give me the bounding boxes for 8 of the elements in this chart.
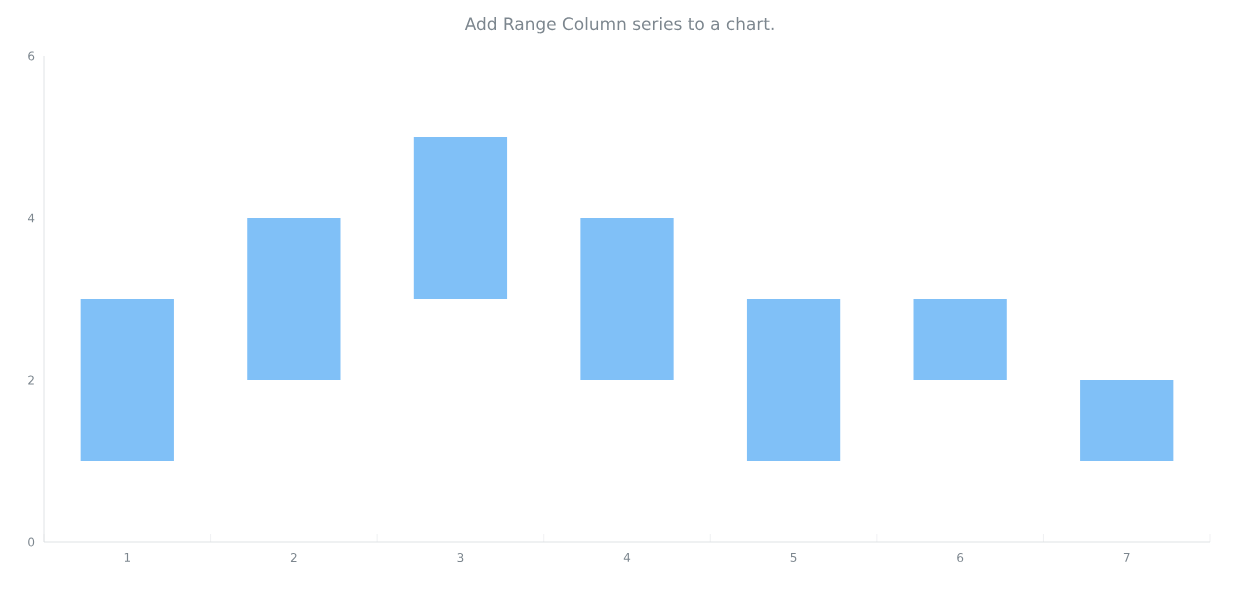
bar: [1080, 380, 1174, 461]
chart-title: Add Range Column series to a chart.: [464, 17, 774, 34]
bar: [580, 218, 674, 380]
bar: [913, 299, 1007, 380]
bar: [247, 218, 341, 380]
bar: [413, 137, 508, 299]
bar: [746, 299, 841, 461]
bar: [80, 299, 174, 461]
